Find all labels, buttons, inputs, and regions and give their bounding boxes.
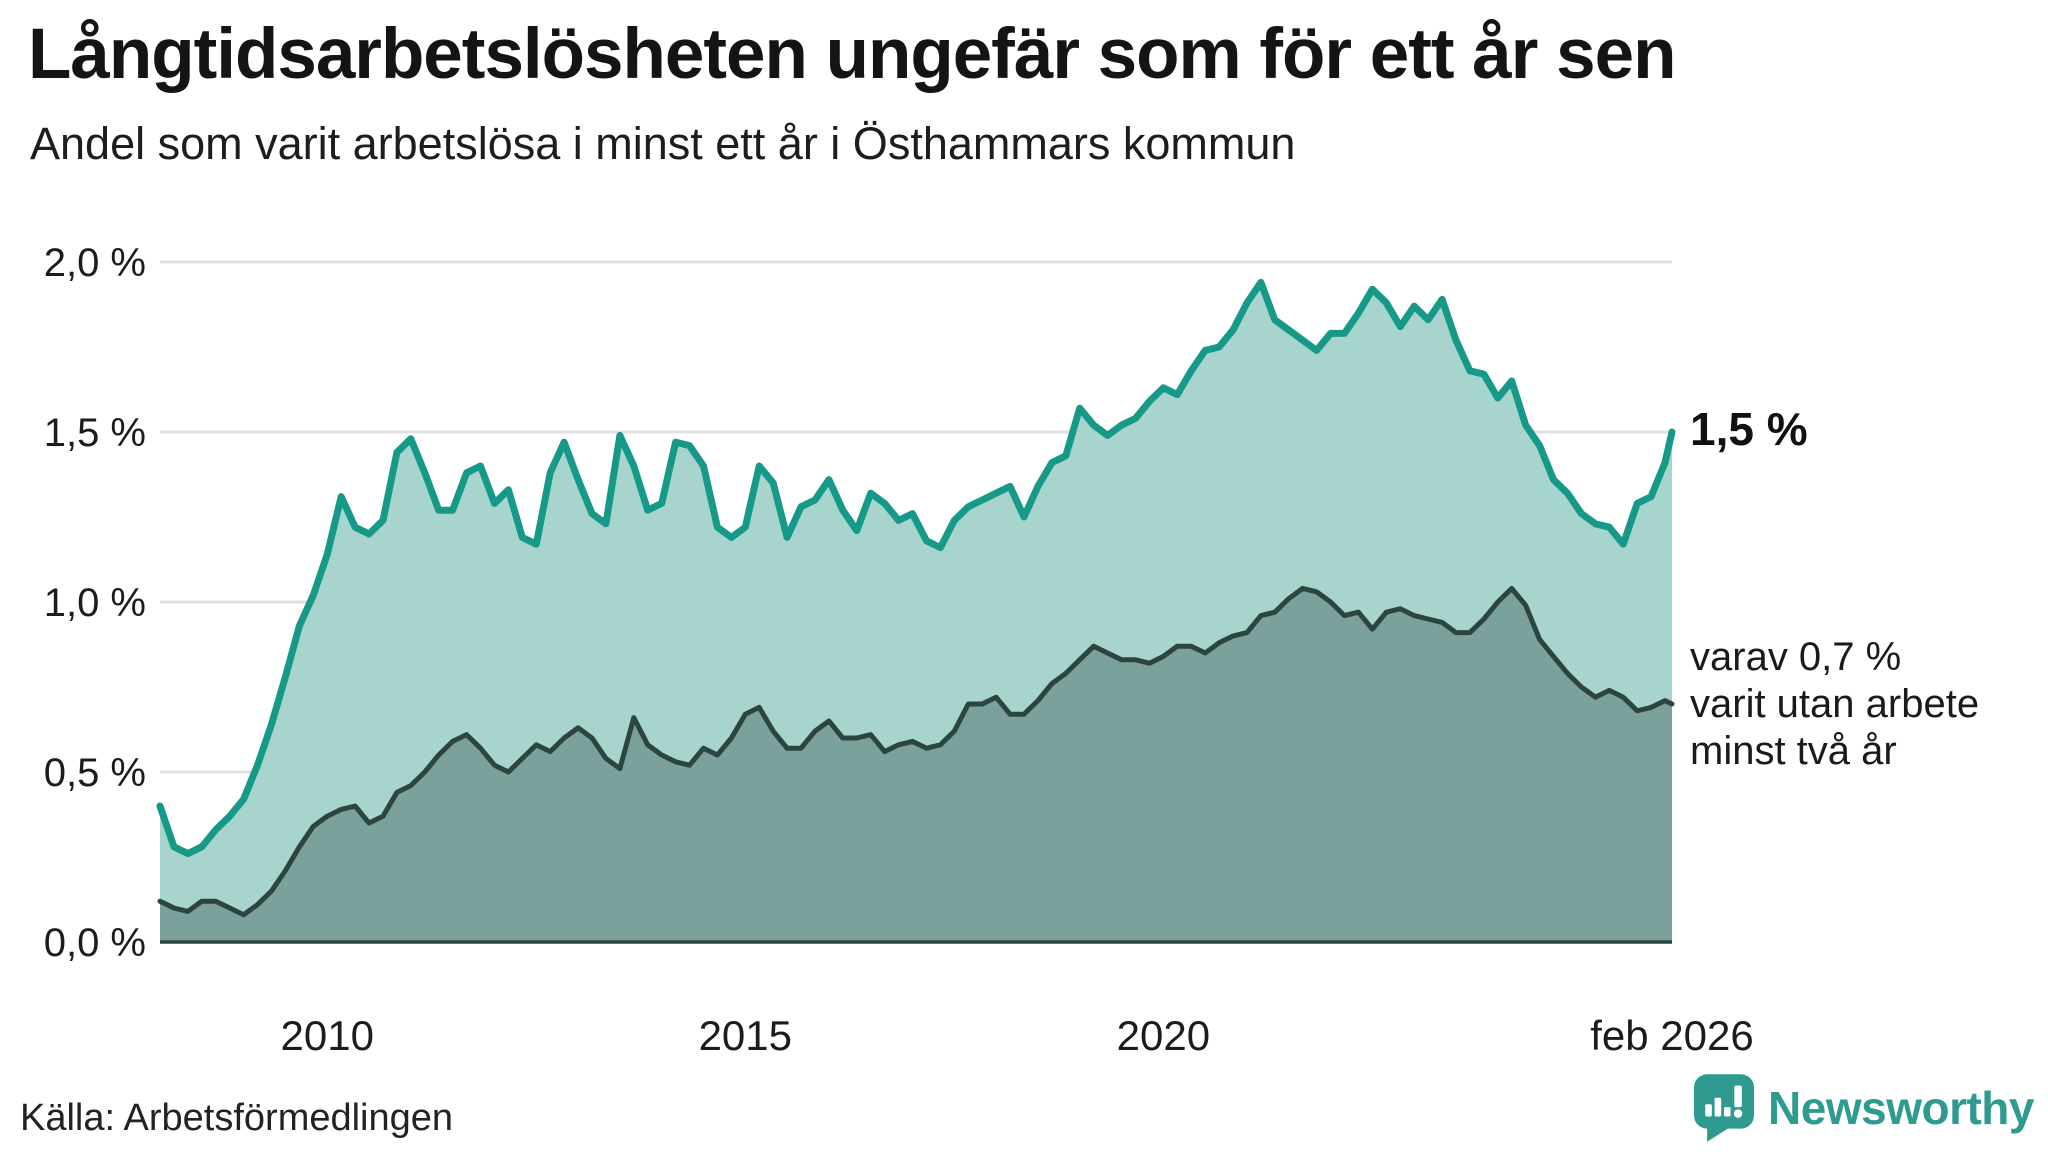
exclamation-bar (1734, 1085, 1742, 1108)
bar-short (1724, 1107, 1731, 1117)
series-note-annotation: varav 0,7 % varit utan arbete minst två … (1690, 634, 1979, 775)
y-tick-label: 1,0 % (44, 581, 146, 625)
chart-title: Långtidsarbetslösheten ungefär som för e… (28, 15, 1676, 94)
bubble-shape (1694, 1074, 1755, 1142)
bar-small (1705, 1104, 1712, 1117)
bar-medium (1714, 1097, 1722, 1117)
chart-subtitle: Andel som varit arbetslösa i minst ett å… (30, 118, 1296, 169)
y-tick-label: 0,5 % (44, 751, 146, 795)
y-tick-label: 1,5 % (44, 411, 146, 455)
y-tick-label: 0,0 % (44, 921, 146, 965)
x-tick-label: 2020 (1117, 1012, 1210, 1059)
note-line-2: varit utan arbete (1690, 682, 1980, 726)
x-tick-label: feb 2026 (1590, 1012, 1754, 1059)
x-tick-label: 2010 (281, 1012, 374, 1059)
source-attribution: Källa: Arbetsförmedlingen (20, 1097, 454, 1139)
y-tick-label: 2,0 % (44, 241, 146, 285)
line-series-1 (157, 585, 1675, 918)
exclamation-dot (1733, 1109, 1743, 1118)
note-line-1: varav 0,7 % (1690, 635, 1902, 679)
x-tick-label: 2015 (699, 1012, 792, 1059)
unemployment-area-chart: 2,0 % 1,5 % 1,0 % 0,5 % 0,0 % 2010 2015 2020 feb… (44, 241, 1754, 1059)
area-fill-series-1 (160, 588, 1672, 942)
newsworthy-bubble-icon (1694, 1074, 1755, 1142)
newsworthy-logo: Newsworthy (1694, 1074, 2034, 1142)
newsworthy-wordmark: Newsworthy (1768, 1082, 2034, 1134)
line-series-0 (156, 278, 1676, 858)
note-line-3: minst två år (1690, 729, 1897, 773)
series-end-value-label: 1,5 % (1690, 403, 1808, 455)
